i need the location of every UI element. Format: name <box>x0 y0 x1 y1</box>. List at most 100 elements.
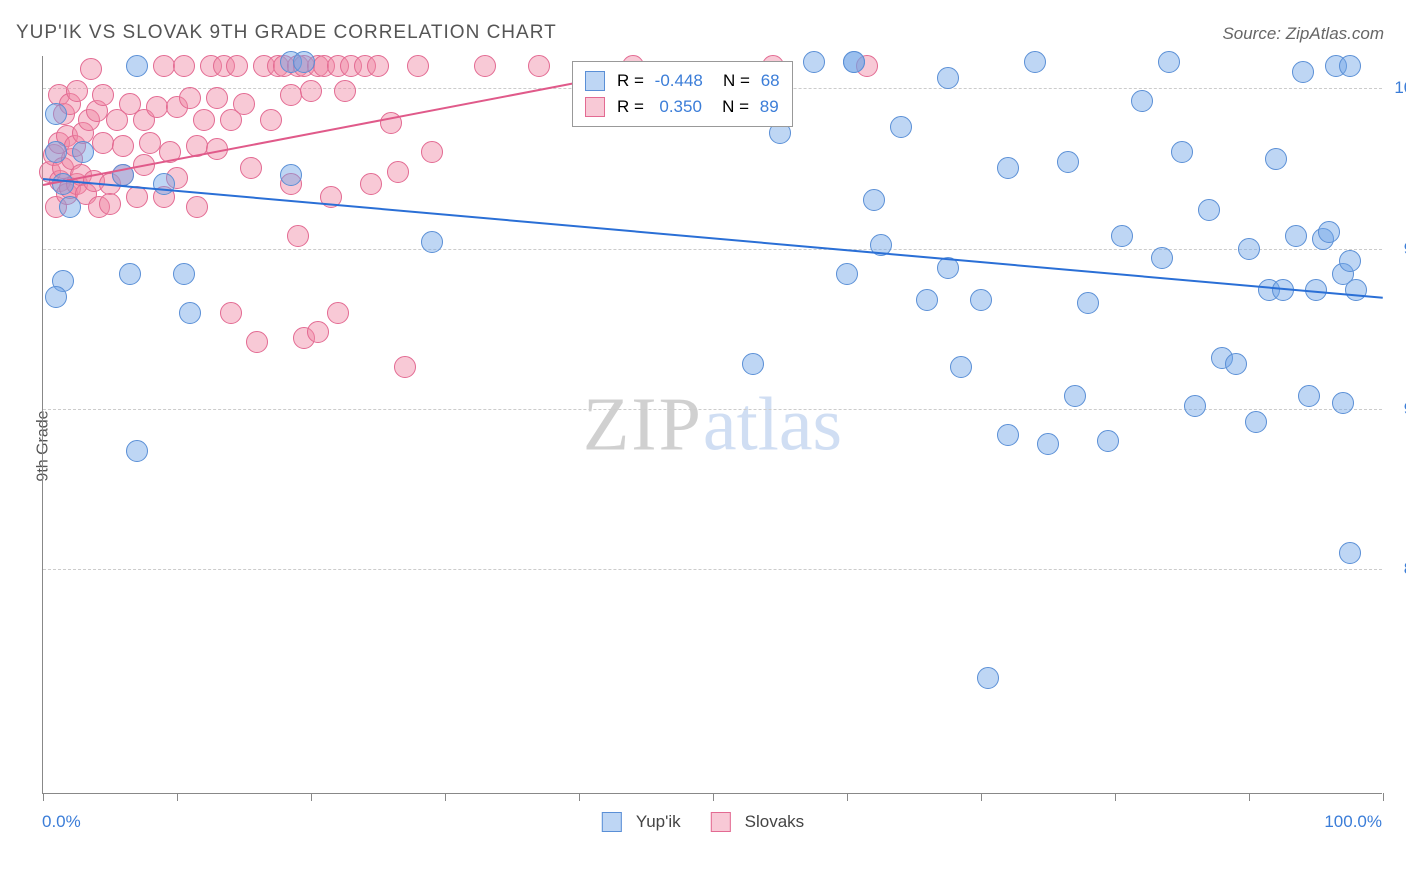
point-yupik <box>1171 141 1193 163</box>
point-yupik <box>1238 238 1260 260</box>
legend-swatch-icon <box>602 812 622 832</box>
point-slovak <box>421 141 443 163</box>
point-slovak <box>66 80 88 102</box>
y-tick-label: 85.0% <box>1392 559 1406 579</box>
point-yupik <box>1339 250 1361 272</box>
point-yupik <box>977 667 999 689</box>
point-slovak <box>139 132 161 154</box>
point-slovak <box>173 55 195 77</box>
point-yupik <box>1339 55 1361 77</box>
x-tick <box>43 793 44 801</box>
point-slovak <box>394 356 416 378</box>
point-yupik <box>1318 221 1340 243</box>
point-slovak <box>206 87 228 109</box>
point-yupik <box>742 353 764 375</box>
point-slovak <box>280 84 302 106</box>
chart-title: YUP'IK VS SLOVAK 9TH GRADE CORRELATION C… <box>16 22 557 44</box>
point-yupik <box>179 302 201 324</box>
plot-area: ZIPatlas 100.0%95.0%90.0%85.0%R = -0.448… <box>42 56 1382 794</box>
point-yupik <box>153 173 175 195</box>
point-slovak <box>112 135 134 157</box>
point-yupik <box>45 286 67 308</box>
x-axis-max-label: 100.0% <box>1324 812 1382 832</box>
point-yupik <box>1332 392 1354 414</box>
watermark-strong: ZIP <box>583 382 703 466</box>
point-slovak <box>528 55 550 77</box>
series-legend: Yup'ikSlovaks <box>602 812 804 832</box>
point-yupik <box>1265 148 1287 170</box>
point-yupik <box>1158 51 1180 73</box>
point-slovak <box>92 132 114 154</box>
point-yupik <box>950 356 972 378</box>
x-tick <box>847 793 848 801</box>
point-yupik <box>1298 385 1320 407</box>
point-slovak <box>186 196 208 218</box>
point-yupik <box>1225 353 1247 375</box>
point-slovak <box>126 186 148 208</box>
point-yupik <box>1339 542 1361 564</box>
x-tick <box>1383 793 1384 801</box>
x-axis-min-label: 0.0% <box>42 812 81 832</box>
stat-value: 0.350 <box>655 97 702 117</box>
legend-label: Slovaks <box>745 812 805 832</box>
point-yupik <box>916 289 938 311</box>
point-yupik <box>1097 430 1119 452</box>
point-slovak <box>334 80 356 102</box>
point-slovak <box>146 96 168 118</box>
legend-swatch-icon <box>711 812 731 832</box>
y-tick-label: 90.0% <box>1392 399 1406 419</box>
point-yupik <box>1037 433 1059 455</box>
stats-row: R = -0.448 N = 68 <box>585 68 780 94</box>
point-yupik <box>1151 247 1173 269</box>
stats-row: R = 0.350 N = 89 <box>585 94 780 120</box>
x-tick <box>445 793 446 801</box>
point-yupik <box>1198 199 1220 221</box>
point-slovak <box>360 173 382 195</box>
point-slovak <box>92 84 114 106</box>
point-yupik <box>173 263 195 285</box>
point-slovak <box>387 161 409 183</box>
stat-label: R = <box>617 97 649 117</box>
point-yupik <box>970 289 992 311</box>
point-yupik <box>1111 225 1133 247</box>
point-yupik <box>997 424 1019 446</box>
point-yupik <box>1131 90 1153 112</box>
point-yupik <box>890 116 912 138</box>
point-yupik <box>45 103 67 125</box>
point-yupik <box>997 157 1019 179</box>
point-slovak <box>300 80 322 102</box>
point-slovak <box>327 302 349 324</box>
x-tick <box>579 793 580 801</box>
gridline <box>43 249 1382 250</box>
chart-container: YUP'IK VS SLOVAK 9TH GRADE CORRELATION C… <box>0 0 1406 892</box>
x-tick <box>1249 793 1250 801</box>
trend-line <box>43 178 1383 299</box>
source-label: Source: ZipAtlas.com <box>1222 24 1384 44</box>
stat-value: -0.448 <box>655 71 703 91</box>
point-yupik <box>1245 411 1267 433</box>
point-yupik <box>45 141 67 163</box>
point-yupik <box>293 51 315 73</box>
point-yupik <box>72 141 94 163</box>
point-yupik <box>126 55 148 77</box>
stat-label: N = <box>709 71 755 91</box>
point-slovak <box>474 55 496 77</box>
watermark: ZIPatlas <box>583 381 842 468</box>
point-yupik <box>1077 292 1099 314</box>
point-yupik <box>843 51 865 73</box>
point-yupik <box>937 67 959 89</box>
y-tick-label: 100.0% <box>1392 78 1406 98</box>
point-yupik <box>1285 225 1307 247</box>
point-slovak <box>260 109 282 131</box>
point-slovak <box>367 55 389 77</box>
point-slovak <box>246 331 268 353</box>
point-slovak <box>407 55 429 77</box>
x-tick <box>311 793 312 801</box>
stat-value: 89 <box>760 97 779 117</box>
point-yupik <box>59 196 81 218</box>
gridline <box>43 409 1382 410</box>
gridline <box>43 569 1382 570</box>
point-slovak <box>226 55 248 77</box>
watermark-light: atlas <box>703 382 842 466</box>
point-yupik <box>52 173 74 195</box>
